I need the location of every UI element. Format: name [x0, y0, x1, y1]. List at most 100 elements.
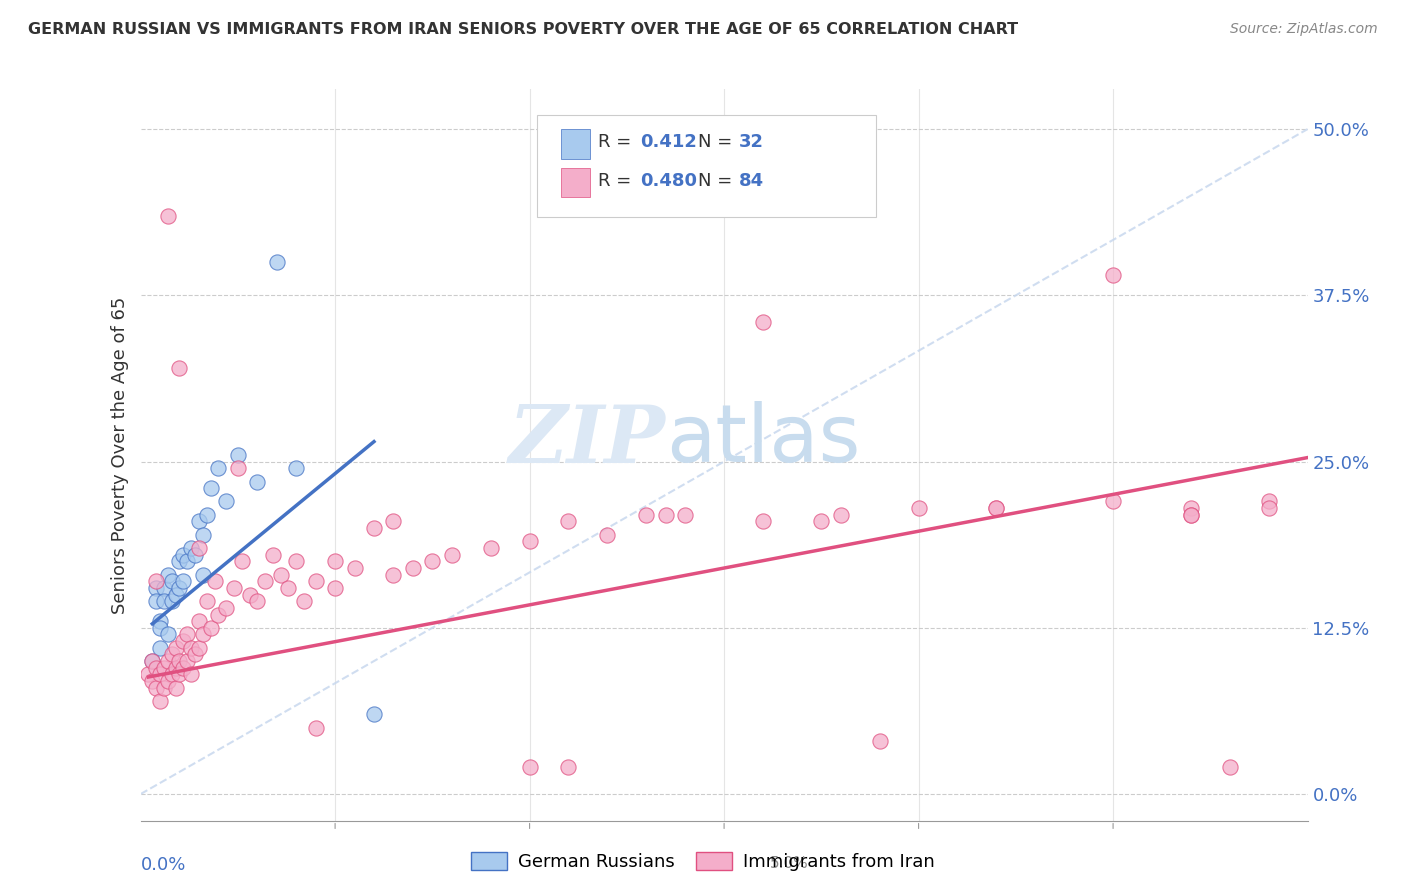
Point [596, 527, 619, 541]
Point [636, 508, 658, 522]
Point [176, 654, 198, 668]
Point [440, 548, 463, 562]
Point [207, 607, 229, 622]
Point [519, 760, 541, 774]
Point [422, 554, 444, 568]
FancyBboxPatch shape [537, 115, 876, 218]
Point [266, 255, 288, 269]
Point [153, 594, 176, 608]
Point [382, 515, 405, 529]
Text: R =: R = [598, 171, 637, 190]
Point [165, 588, 187, 602]
Text: 0.480: 0.480 [640, 171, 697, 190]
Point [165, 681, 187, 695]
Point [195, 508, 218, 522]
Point [188, 614, 211, 628]
Point [180, 667, 202, 681]
Point [169, 654, 191, 668]
Point [277, 581, 299, 595]
Point [262, 548, 284, 562]
Point [160, 594, 183, 608]
Point [270, 567, 292, 582]
Point [557, 515, 579, 529]
Point [165, 640, 187, 655]
Point [191, 627, 214, 641]
Point [172, 548, 194, 562]
Point [231, 554, 253, 568]
Point [169, 554, 191, 568]
Point [1257, 501, 1279, 516]
Point [160, 574, 183, 589]
Point [191, 527, 214, 541]
Point [149, 621, 172, 635]
Text: Source: ZipAtlas.com: Source: ZipAtlas.com [1230, 22, 1378, 37]
Point [810, 515, 832, 529]
Point [149, 694, 172, 708]
Point [191, 567, 214, 582]
Point [215, 600, 238, 615]
Point [184, 648, 207, 662]
Point [1102, 494, 1125, 508]
Point [246, 475, 269, 489]
Point [363, 521, 385, 535]
Point [165, 661, 187, 675]
Point [141, 654, 163, 668]
Point [479, 541, 502, 555]
Point [1219, 760, 1241, 774]
Point [238, 588, 260, 602]
Text: atlas: atlas [666, 401, 860, 479]
Point [184, 548, 207, 562]
Text: 32: 32 [740, 133, 765, 151]
Point [204, 574, 226, 589]
Point [172, 574, 194, 589]
Point [323, 581, 346, 595]
Point [382, 567, 405, 582]
Text: GERMAN RUSSIAN VS IMMIGRANTS FROM IRAN SENIORS POVERTY OVER THE AGE OF 65 CORREL: GERMAN RUSSIAN VS IMMIGRANTS FROM IRAN S… [28, 22, 1018, 37]
Point [207, 461, 229, 475]
Point [153, 661, 176, 675]
Point [169, 667, 191, 681]
Text: 5.0%: 5.0% [769, 855, 808, 871]
Point [180, 541, 202, 555]
Point [363, 707, 385, 722]
Point [285, 554, 308, 568]
Point [200, 621, 222, 635]
Point [149, 614, 172, 628]
Legend: German Russians, Immigrants from Iran: German Russians, Immigrants from Iran [464, 845, 942, 879]
Point [1180, 508, 1202, 522]
Point [1102, 268, 1125, 283]
Text: ZIP: ZIP [509, 401, 666, 479]
Point [305, 574, 328, 589]
Point [830, 508, 852, 522]
Text: R =: R = [598, 133, 637, 151]
Point [145, 581, 167, 595]
Point [169, 581, 191, 595]
Point [292, 594, 315, 608]
Point [169, 361, 191, 376]
Point [145, 594, 167, 608]
Point [222, 581, 245, 595]
Point [305, 721, 328, 735]
Point [160, 667, 183, 681]
Point [156, 209, 179, 223]
Point [145, 661, 167, 675]
Point [752, 515, 775, 529]
Point [156, 627, 179, 641]
Point [160, 648, 183, 662]
Y-axis label: Seniors Poverty Over the Age of 65: Seniors Poverty Over the Age of 65 [111, 296, 129, 614]
Point [1257, 494, 1279, 508]
Point [141, 673, 163, 688]
Point [907, 501, 929, 516]
Point [752, 315, 775, 329]
FancyBboxPatch shape [561, 169, 591, 197]
Text: 0.0%: 0.0% [141, 855, 186, 874]
Point [145, 681, 167, 695]
Point [153, 681, 176, 695]
Point [176, 627, 198, 641]
Point [200, 481, 222, 495]
Point [343, 561, 366, 575]
Point [1180, 508, 1202, 522]
Point [402, 561, 425, 575]
Point [226, 461, 249, 475]
Point [172, 634, 194, 648]
